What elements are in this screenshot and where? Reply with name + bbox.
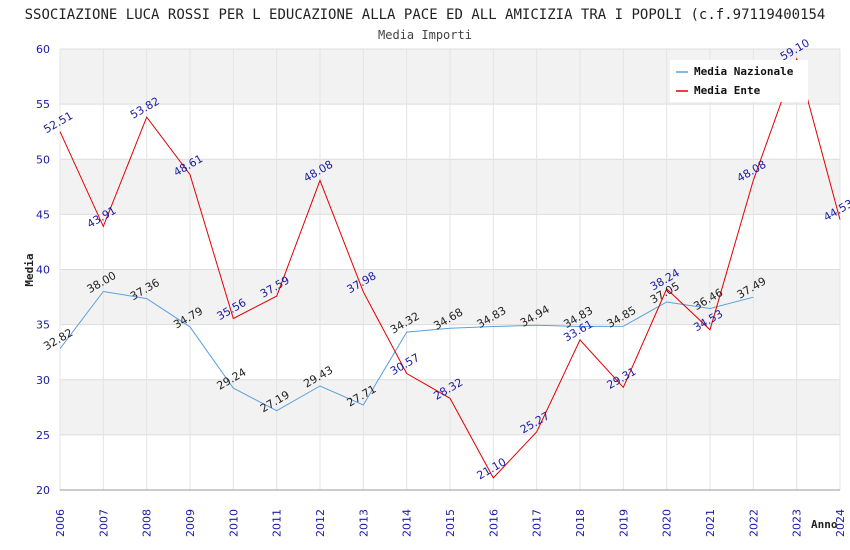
x-tick-label: 2013 [357, 509, 370, 537]
x-tick-label: 2011 [271, 509, 284, 537]
x-tick-label: 2008 [141, 509, 154, 537]
series-line-media-nazionale [59, 290, 754, 412]
y-axis-ticks: 20 25 30 35 40 45 50 55 60 [36, 43, 50, 497]
x-tick-label: 2019 [617, 509, 630, 537]
y-tick-label: 55 [36, 98, 50, 111]
legend-label-media-ente: Media Ente [694, 84, 761, 97]
x-tick-label: 2007 [97, 509, 110, 537]
y-tick-label: 20 [36, 484, 50, 497]
y-tick-label: 35 [36, 319, 50, 332]
legend: Media Nazionale Media Ente [670, 60, 808, 102]
y-axis-label: Media [23, 253, 36, 286]
y-tick-label: 25 [36, 429, 50, 442]
chart-title: SSOCIAZIONE LUCA ROSSI PER L EDUCAZIONE … [25, 7, 826, 23]
x-tick-label: 2014 [401, 509, 414, 537]
x-tick-label: 2020 [661, 509, 674, 537]
x-tick-label: 2015 [444, 509, 457, 537]
x-tick-label: 2024 [834, 509, 847, 537]
y-tick-label: 60 [36, 43, 50, 56]
legend-box [670, 60, 808, 102]
y-tick-label: 45 [36, 208, 50, 221]
series-line-media-ente [59, 57, 841, 479]
x-tick-label: 2006 [54, 509, 67, 537]
x-tick-label: 2021 [704, 509, 717, 537]
x-tick-label: 2010 [227, 509, 240, 537]
y-tick-label: 30 [36, 374, 50, 387]
y-tick-label: 40 [36, 264, 50, 277]
x-tick-label: 2009 [184, 509, 197, 537]
x-tick-label: 2012 [314, 509, 327, 537]
series-lines [59, 57, 841, 479]
x-tick-label: 2016 [487, 509, 500, 537]
x-axis-ticks: 2006 2007 2008 2009 2010 2011 2012 2013 2014 2015… [54, 509, 847, 537]
x-tick-label: 2023 [791, 509, 804, 537]
x-tick-label: 2018 [574, 509, 587, 537]
legend-label-media-nazionale: Media Nazionale [694, 65, 794, 78]
x-axis-label: Anno [811, 518, 838, 531]
x-tick-label: 2017 [531, 509, 544, 537]
x-tick-label: 2022 [747, 509, 760, 537]
chart-subtitle: Media Importi [378, 28, 472, 42]
y-tick-label: 50 [36, 153, 50, 166]
